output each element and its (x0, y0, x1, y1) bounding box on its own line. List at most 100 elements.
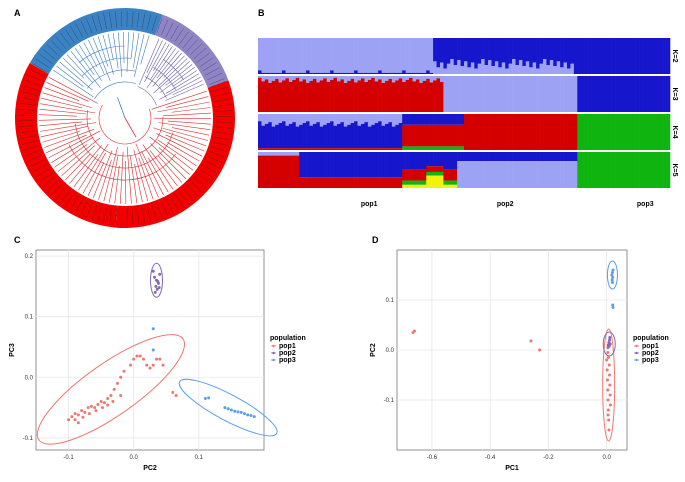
structure-segment (515, 76, 520, 112)
structure-segment (261, 125, 266, 149)
structure-segment (336, 76, 341, 82)
structure-segment (426, 76, 430, 79)
structure-segment (278, 152, 283, 156)
point-pop1 (96, 403, 100, 407)
structure-segment (567, 76, 571, 112)
structure-segment (512, 76, 516, 112)
structure-segment (639, 38, 643, 74)
structure-segment (302, 152, 307, 178)
branch-line (39, 118, 92, 121)
point-pop1 (76, 413, 80, 417)
branch-line (156, 133, 203, 157)
tip-label-tick (97, 205, 102, 222)
point-pop1 (119, 393, 123, 397)
tip-label-tick (207, 155, 223, 164)
point-pop1 (83, 410, 87, 414)
tip-label-tick (91, 204, 98, 220)
structure-segment (439, 175, 444, 188)
structure-segment (515, 161, 520, 188)
point-pop1 (87, 412, 91, 416)
structure-segment (436, 78, 441, 112)
structure-segment (323, 78, 327, 112)
structure-segment (584, 114, 588, 150)
branch-arc (98, 104, 152, 145)
structure-segment (309, 177, 314, 188)
structure-segment (556, 114, 561, 150)
structure-segment (395, 177, 400, 188)
structure-segment (618, 38, 623, 74)
point-pop1 (141, 357, 145, 361)
confidence-ellipse-pop3 (606, 260, 618, 290)
structure-segment (433, 175, 437, 188)
structure-segment (326, 123, 331, 149)
structure-segment (539, 161, 544, 188)
point-pop1 (608, 393, 612, 397)
structure-segment (354, 152, 358, 178)
structure-segment (282, 121, 286, 149)
structure-segment (546, 114, 551, 150)
tip-label-tick (170, 25, 179, 40)
structure-segment (494, 114, 499, 150)
structure-segment (309, 72, 314, 74)
structure-segment (354, 148, 358, 150)
structure-segment (288, 114, 293, 124)
branch-line (41, 97, 83, 109)
structure-segment (573, 38, 578, 74)
structure-segment (306, 177, 310, 188)
tip-label-tick (136, 208, 140, 225)
structure-segment (549, 76, 554, 112)
structure-segment (611, 76, 616, 112)
structure-segment (512, 38, 516, 59)
structure-segment (354, 76, 358, 83)
structure-segment (488, 38, 492, 61)
structure-segment (597, 152, 602, 188)
structure-segment (385, 148, 389, 150)
structure-segment (378, 79, 382, 112)
structure-segment (361, 38, 365, 73)
structure-segment (285, 78, 290, 112)
clade-red-arc (14, 63, 118, 228)
structure-segment (484, 76, 489, 112)
structure-segment (385, 123, 389, 149)
structure-segment (457, 38, 461, 61)
tip-label-tick (51, 183, 63, 196)
structure-segment (268, 114, 273, 123)
structure-segment (635, 114, 640, 150)
structure-segment (258, 152, 262, 156)
structure-segment (488, 60, 492, 74)
point-pop1 (111, 400, 115, 404)
structure-segment (309, 125, 314, 149)
structure-segment (391, 38, 396, 73)
branch-line (42, 92, 92, 109)
branch-line (167, 120, 211, 125)
y-tick-label: 0.0 (386, 348, 395, 354)
point-pop1 (608, 403, 612, 407)
root-branch (117, 97, 126, 119)
structure-segment (340, 114, 345, 123)
structure-segment (549, 114, 554, 150)
tip-label-tick (39, 172, 53, 183)
tip-label-tick (19, 102, 35, 106)
structure-segment (453, 76, 458, 112)
structure-segment (271, 126, 276, 149)
structure-segment (556, 76, 561, 112)
structure-segment (450, 114, 454, 125)
structure-segment (656, 152, 660, 188)
branch-line (114, 165, 120, 204)
structure-segment (594, 152, 599, 188)
y-tick-label: -0.1 (23, 436, 34, 442)
structure-segment (446, 184, 451, 188)
branch-line (153, 127, 207, 147)
branch-line (39, 121, 83, 127)
structure-segment (319, 177, 324, 188)
point-pop2 (607, 344, 611, 348)
structure-segment (306, 76, 310, 83)
structure-segment (415, 114, 420, 125)
structure-segment (656, 38, 660, 74)
structure-segment (429, 82, 434, 112)
structure-segment (635, 152, 640, 188)
structure-segment (419, 124, 424, 147)
structure-segment (264, 123, 269, 149)
structure-segment (621, 76, 626, 112)
tip-label-tick (19, 135, 36, 140)
